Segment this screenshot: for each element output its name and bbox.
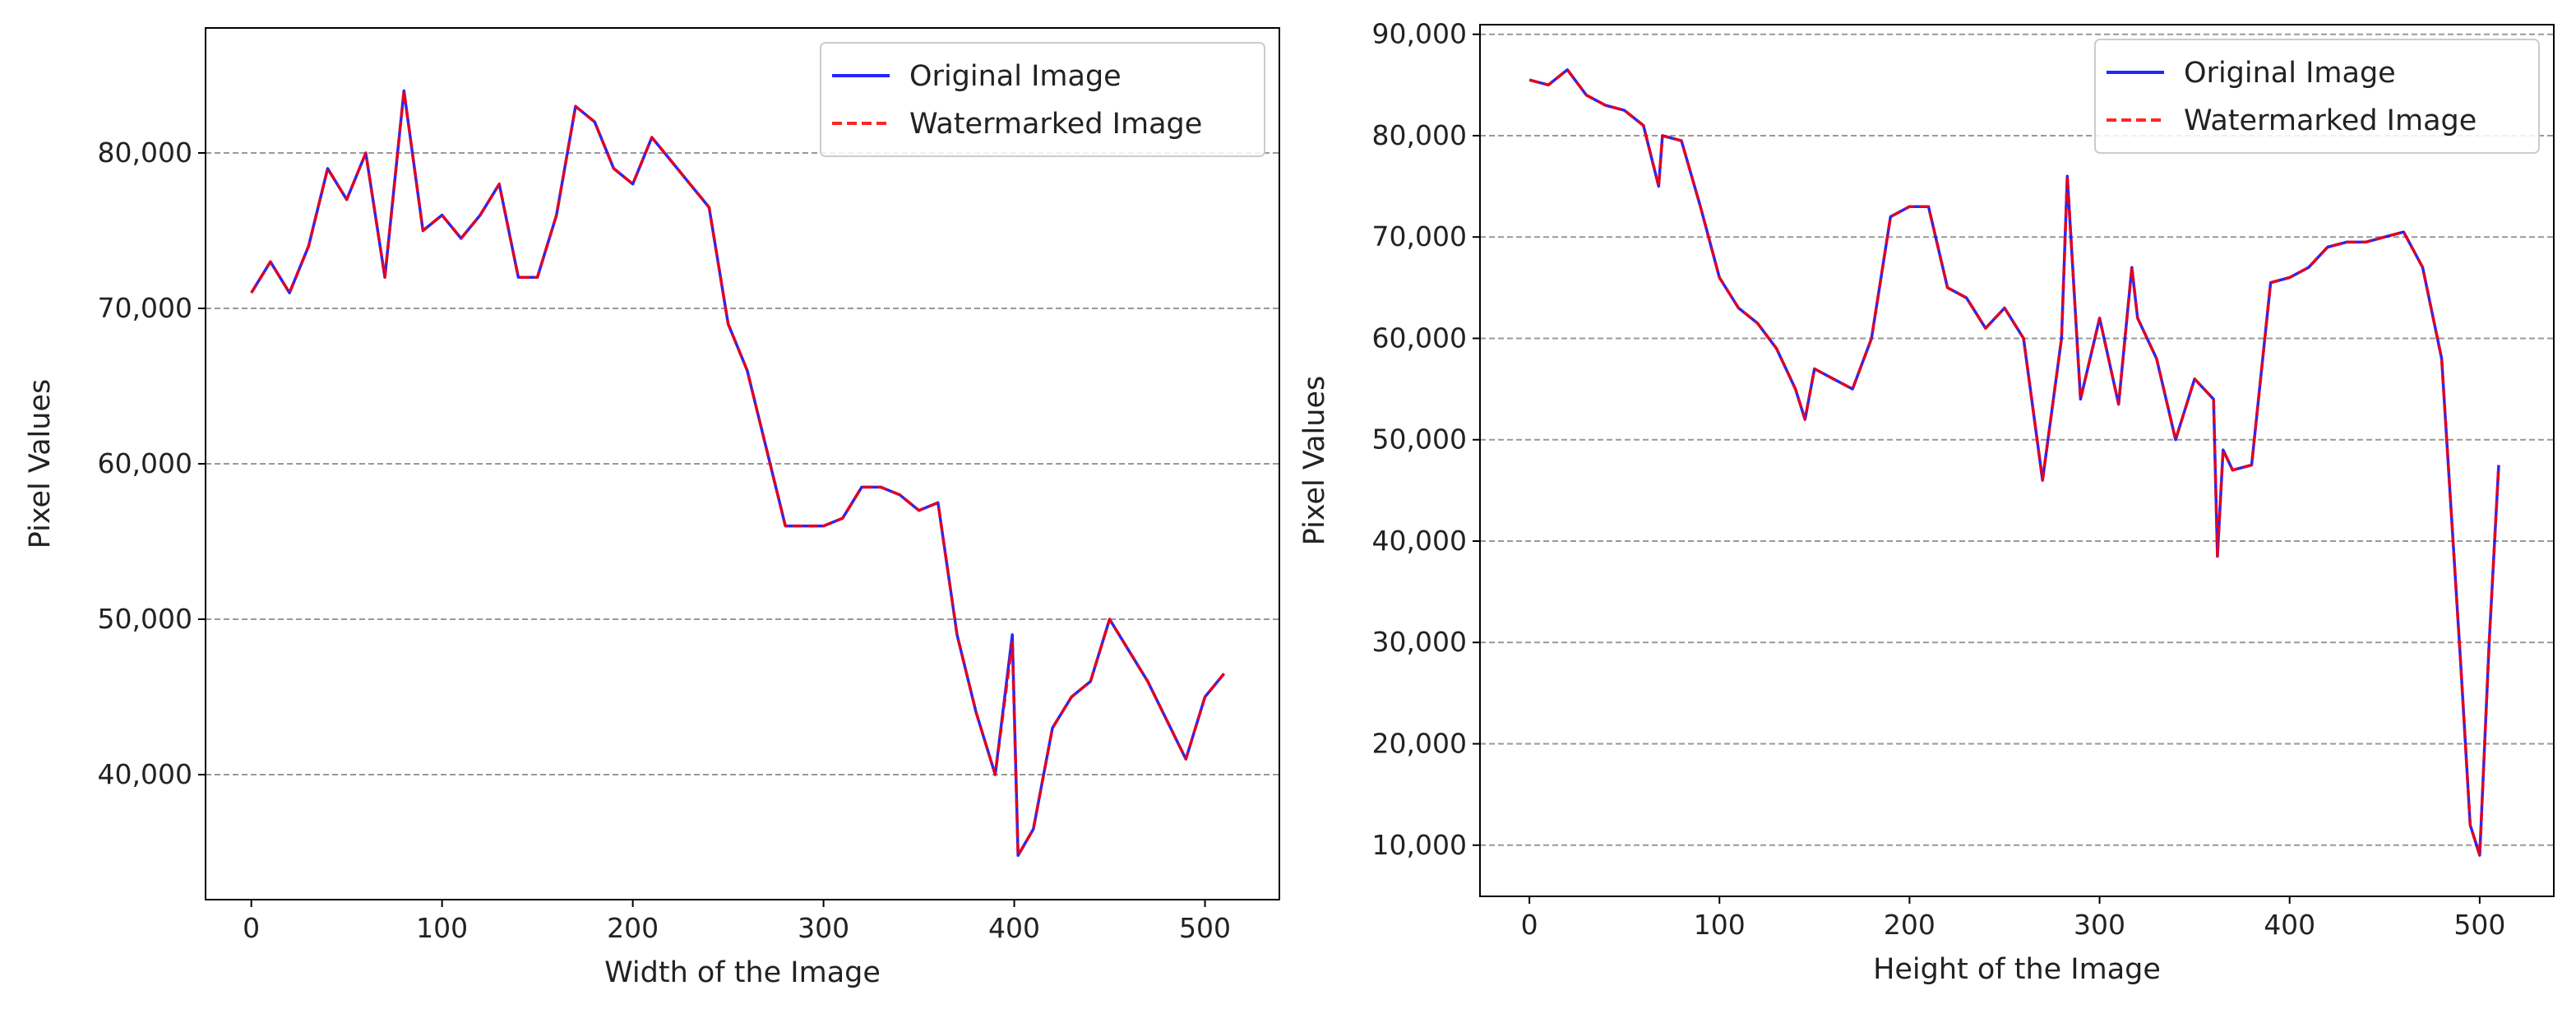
x-tick-label: 100 bbox=[416, 912, 468, 944]
y-tick-label: 30,000 bbox=[1372, 626, 1467, 658]
x-tick-label: 300 bbox=[798, 912, 849, 944]
legend: Original Image Watermarked Image bbox=[820, 42, 1265, 157]
x-tick-label: 500 bbox=[1179, 912, 1231, 944]
y-axis-title: Pixel Values bbox=[1298, 376, 1331, 545]
x-tick-label: 200 bbox=[1884, 909, 1935, 941]
y-tick-label: 60,000 bbox=[98, 447, 192, 479]
legend-text: Original Image bbox=[2184, 57, 2396, 90]
y-tick-label: 20,000 bbox=[1372, 728, 1467, 760]
data-line bbox=[250, 89, 1226, 858]
y-tick-label: 70,000 bbox=[98, 292, 192, 324]
chart-panel: 40,000 50,000 60,000 70,000 80,000 0 100 200 300… bbox=[24, 27, 1280, 989]
y-tick-label: 50,000 bbox=[98, 603, 192, 635]
x-tick-label: 0 bbox=[1521, 909, 1538, 941]
legend-text: Watermarked Image bbox=[2184, 104, 2477, 137]
data-line bbox=[1528, 68, 2500, 857]
plot-frame bbox=[205, 27, 1280, 900]
y-axis-title: Pixel Values bbox=[24, 379, 57, 548]
y-tick-label: 10,000 bbox=[1372, 829, 1467, 861]
x-axis-title: Height of the Image bbox=[1873, 953, 2161, 986]
legend-text: Watermarked Image bbox=[909, 108, 1202, 141]
y-tick-label: 80,000 bbox=[1372, 119, 1467, 151]
y-tick-label: 50,000 bbox=[1372, 424, 1467, 456]
x-tick-label: 100 bbox=[1694, 909, 1746, 941]
y-tick-label: 70,000 bbox=[1372, 220, 1467, 252]
legend-text: Original Image bbox=[909, 60, 1122, 93]
x-tick-label: 300 bbox=[2074, 909, 2125, 941]
legend-box bbox=[2094, 39, 2540, 154]
legend-box bbox=[820, 42, 1265, 157]
y-tick-label: 60,000 bbox=[1372, 322, 1467, 354]
x-tick-label: 500 bbox=[2453, 909, 2505, 941]
x-tick-label: 400 bbox=[2264, 909, 2315, 941]
plot-frame bbox=[1479, 24, 2555, 897]
legend: Original Image Watermarked Image bbox=[2094, 39, 2540, 154]
data-line bbox=[250, 89, 1226, 858]
x-axis-title: Width of the Image bbox=[604, 956, 881, 989]
y-tick-label: 90,000 bbox=[1372, 18, 1467, 50]
x-tick-label: 200 bbox=[607, 912, 659, 944]
data-line bbox=[1528, 68, 2500, 857]
y-tick-label: 40,000 bbox=[98, 758, 192, 790]
y-tick-label: 80,000 bbox=[98, 137, 192, 169]
chart-panel: 10,000 20,000 30,000 40,000 50,000 60,000 70,0… bbox=[1298, 18, 2555, 986]
y-tick-label: 40,000 bbox=[1372, 525, 1467, 557]
x-tick-label: 0 bbox=[243, 912, 260, 944]
x-tick-label: 400 bbox=[988, 912, 1040, 944]
